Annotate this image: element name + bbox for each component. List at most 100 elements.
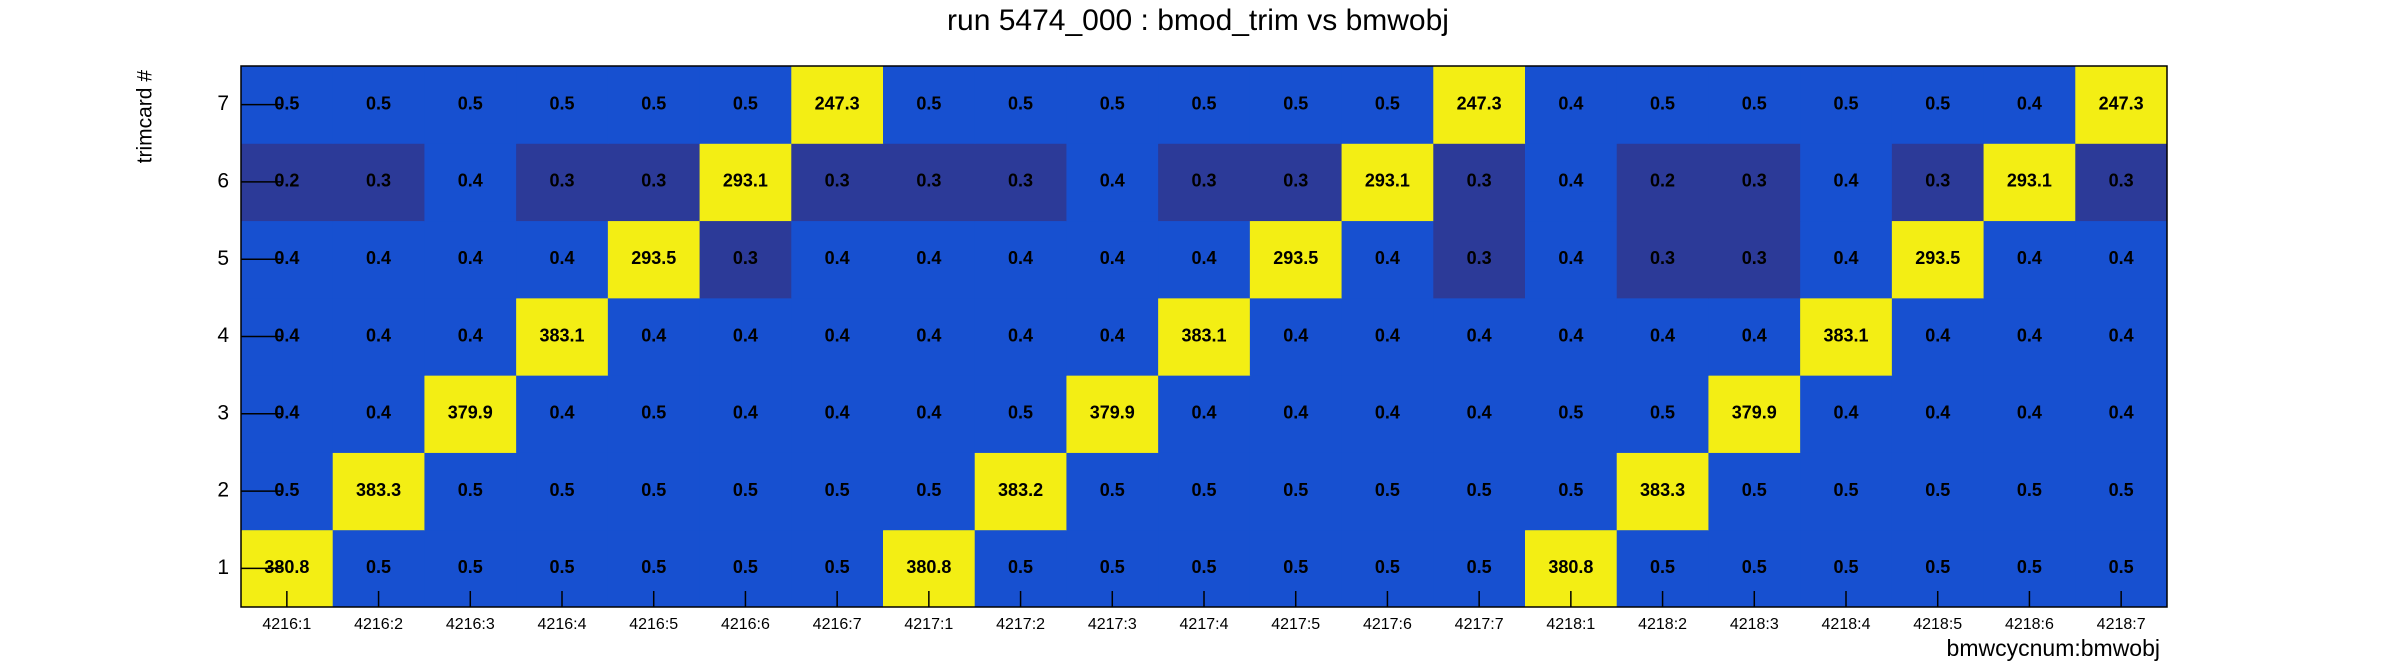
heatmap-cell xyxy=(607,66,701,144)
cell-label: 379.9 xyxy=(448,403,493,423)
cell-label: 0.5 xyxy=(641,557,666,577)
heatmap-cell xyxy=(791,143,884,222)
heatmap-cell xyxy=(1708,297,1801,376)
heatmap-cell xyxy=(1891,375,1985,453)
cell-label: 0.5 xyxy=(1100,480,1125,500)
heatmap-cell xyxy=(883,220,976,299)
heatmap-cell xyxy=(1800,297,1893,376)
heatmap-cell xyxy=(607,143,701,222)
x-tick-label: 4216:5 xyxy=(629,616,678,633)
heatmap-cell xyxy=(516,66,609,144)
heatmap-cell xyxy=(1066,297,1159,376)
heatmap-cell xyxy=(1341,452,1434,531)
cell-label: 0.4 xyxy=(274,248,299,268)
cell-label: 0.4 xyxy=(458,248,483,268)
heatmap-cell xyxy=(1983,297,2076,376)
cell-label: 0.5 xyxy=(1375,557,1400,577)
heatmap-cell xyxy=(1983,220,2076,299)
cell-label: 0.4 xyxy=(2109,403,2134,423)
cell-label: 0.5 xyxy=(1742,480,1767,500)
heatmap-cell xyxy=(974,220,1067,299)
cell-label: 380.8 xyxy=(1548,557,1593,577)
cell-label: 0.5 xyxy=(916,93,941,113)
heatmap-cell xyxy=(1433,220,1526,299)
cell-label: 0.5 xyxy=(274,480,299,500)
cell-label: 0.5 xyxy=(1100,93,1125,113)
heatmap-cell xyxy=(1800,375,1893,453)
heatmap-cell xyxy=(1616,375,1709,453)
heatmap-cell xyxy=(1525,143,1618,222)
cell-label: 0.4 xyxy=(1558,325,1583,345)
cell-label: 0.5 xyxy=(1925,93,1950,113)
cell-label: 0.4 xyxy=(274,403,299,423)
cell-label: 0.5 xyxy=(1191,93,1216,113)
cell-label: 0.5 xyxy=(733,557,758,577)
x-tick-label: 4217:2 xyxy=(996,616,1045,633)
cell-label: 293.1 xyxy=(1365,171,1410,191)
cell-label: 0.3 xyxy=(1650,248,1675,268)
heatmap-cell xyxy=(1158,66,1251,144)
cell-label: 293.1 xyxy=(723,171,768,191)
cell-label: 0.4 xyxy=(1191,403,1216,423)
cell-label: 0.5 xyxy=(1008,557,1033,577)
cell-label: 0.5 xyxy=(2109,480,2134,500)
cell-label: 0.4 xyxy=(1375,248,1400,268)
heatmap-cell xyxy=(332,375,425,453)
cell-label: 0.4 xyxy=(1283,325,1308,345)
heatmap-cell xyxy=(1983,143,2076,222)
heatmap-cell xyxy=(1341,375,1434,453)
cell-label: 379.9 xyxy=(1732,403,1777,423)
heatmap-cell xyxy=(1249,375,1343,453)
heatmap-cell xyxy=(1616,297,1709,376)
cell-label: 293.5 xyxy=(1915,248,1960,268)
cell-label: 293.5 xyxy=(1273,248,1318,268)
heatmap-cell xyxy=(699,375,792,453)
cell-label: 380.8 xyxy=(264,557,309,577)
cell-label: 0.4 xyxy=(1375,403,1400,423)
cell-label: 0.5 xyxy=(2017,480,2042,500)
x-tick-label: 4217:4 xyxy=(1180,616,1229,633)
heatmap-cell xyxy=(883,66,976,144)
heatmap-cell xyxy=(1433,143,1526,222)
cell-label: 0.3 xyxy=(916,171,941,191)
cell-label: 0.4 xyxy=(916,248,941,268)
cell-label: 0.4 xyxy=(2109,325,2134,345)
cell-label: 0.5 xyxy=(2017,557,2042,577)
cell-label: 0.3 xyxy=(549,171,574,191)
heatmap-cell xyxy=(1708,375,1801,453)
cell-label: 0.5 xyxy=(1467,557,1492,577)
heatmap-cell xyxy=(424,220,517,299)
heatmap-cell xyxy=(1525,66,1618,144)
heatmap-cell xyxy=(1800,66,1893,144)
cell-label: 383.3 xyxy=(356,480,401,500)
cell-label: 0.4 xyxy=(733,325,758,345)
heatmap-cell xyxy=(424,452,517,531)
y-tick-label: 2 xyxy=(217,479,229,502)
heatmap-cell xyxy=(1158,220,1251,299)
cell-label: 0.4 xyxy=(916,403,941,423)
cell-label: 0.5 xyxy=(641,403,666,423)
cell-label: 0.5 xyxy=(549,557,574,577)
heatmap-cell xyxy=(1616,143,1709,222)
cell-label: 0.4 xyxy=(458,325,483,345)
cell-label: 383.3 xyxy=(1640,480,1685,500)
heatmap-cell xyxy=(1341,66,1434,144)
heatmap-cell xyxy=(883,297,976,376)
heatmap-cell xyxy=(1341,143,1434,222)
cell-label: 247.3 xyxy=(1457,93,1502,113)
heatmap-cell xyxy=(1983,452,2076,531)
heatmap-cell xyxy=(699,452,792,531)
y-tick-label: 4 xyxy=(217,324,229,347)
heatmap-cell xyxy=(1891,220,1985,299)
heatmap-cell xyxy=(974,66,1067,144)
heatmap-cell xyxy=(2075,220,2168,299)
y-tick-label: 3 xyxy=(217,401,229,424)
heatmap-cell xyxy=(1341,297,1434,376)
cell-label: 0.5 xyxy=(458,480,483,500)
heatmap-cell xyxy=(883,375,976,453)
cell-label: 0.5 xyxy=(1467,480,1492,500)
cell-label: 0.3 xyxy=(1008,171,1033,191)
heatmap-cell xyxy=(332,66,425,144)
